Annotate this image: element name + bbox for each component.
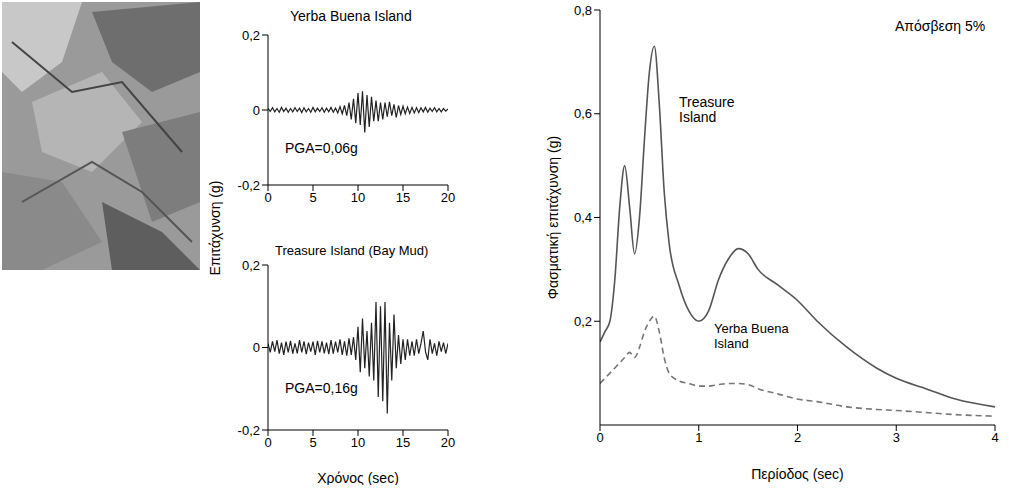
svg-text:Περίοδος (sec): Περίοδος (sec)	[751, 466, 844, 482]
svg-text:-0,2: -0,2	[238, 423, 260, 438]
svg-text:1: 1	[695, 430, 702, 445]
svg-text:0: 0	[253, 340, 260, 355]
svg-text:5: 5	[309, 435, 316, 450]
svg-text:Επιτάχυνση (g): Επιτάχυνση (g)	[207, 181, 223, 276]
html-text:Yerba Buena Island: Yerba Buena Island	[290, 8, 412, 24]
svg-text:10: 10	[351, 190, 365, 205]
svg-text:0: 0	[596, 430, 603, 445]
svg-text:0,8: 0,8	[574, 3, 592, 18]
html-text:Island: Island	[714, 336, 749, 351]
html-text:Treasure Island (Bay Mud): Treasure Island (Bay Mud)	[275, 243, 429, 258]
svg-text:20: 20	[441, 435, 455, 450]
html-text:Island: Island	[679, 109, 717, 125]
html-text:Yerba Buena: Yerba Buena	[714, 321, 789, 336]
svg-text:0: 0	[253, 103, 260, 118]
svg-text:0,2: 0,2	[574, 314, 592, 329]
svg-text:3: 3	[893, 430, 900, 445]
svg-text:Χρόνος (sec): Χρόνος (sec)	[317, 470, 399, 485]
svg-text:0,2: 0,2	[242, 258, 260, 273]
svg-text:0: 0	[264, 435, 271, 450]
svg-text:15: 15	[396, 190, 410, 205]
svg-text:15: 15	[396, 435, 410, 450]
svg-text:2: 2	[794, 430, 801, 445]
svg-text:10: 10	[351, 435, 365, 450]
svg-text:-0,2: -0,2	[238, 178, 260, 193]
svg-text:0,2: 0,2	[242, 28, 260, 43]
svg-text:0,6: 0,6	[574, 106, 592, 121]
svg-text:0,4: 0,4	[574, 210, 592, 225]
html-text:Απόσβεση 5%: Απόσβεση 5%	[895, 18, 986, 34]
svg-text:20: 20	[441, 190, 455, 205]
svg-text:0: 0	[264, 190, 271, 205]
html-text:Treasure: Treasure	[679, 94, 735, 110]
html-text:PGA=0,16g: PGA=0,16g	[285, 380, 358, 396]
svg-text:4: 4	[991, 430, 998, 445]
svg-text:Φασματική επιτάχυνση (g): Φασματική επιτάχυνση (g)	[545, 136, 561, 299]
html-text:PGA=0,06g: PGA=0,06g	[285, 140, 358, 156]
svg-text:5: 5	[309, 190, 316, 205]
